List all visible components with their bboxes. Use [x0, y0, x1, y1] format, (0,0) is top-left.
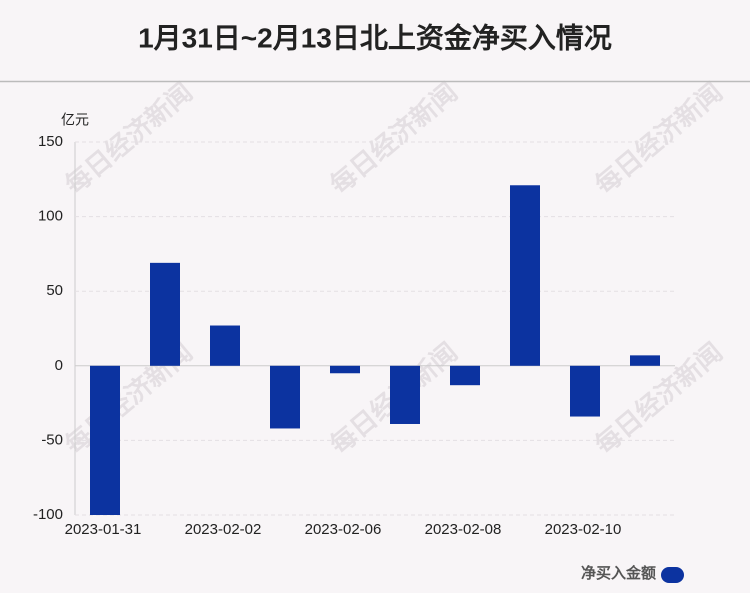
watermark: 每日经济新闻 [59, 77, 198, 200]
bar [390, 365, 420, 424]
bar [90, 365, 120, 515]
y-tick-label: 100 [38, 208, 63, 225]
bar [270, 365, 300, 429]
bar [450, 365, 480, 386]
legend-label: 净买入金额 [581, 564, 656, 582]
x-tick-label: 2023-01-31 [65, 521, 142, 538]
x-tick-label: 2023-02-06 [305, 521, 382, 538]
legend-marker [661, 567, 684, 583]
y-tick-label: -100 [33, 506, 63, 523]
y-tick-label: 50 [46, 282, 63, 299]
bar [510, 185, 540, 366]
x-tick-label: 2023-02-10 [545, 521, 622, 538]
chart-title: 1月31日~2月13日北上资金净买入情况 [138, 21, 612, 53]
watermark: 每日经济新闻 [324, 77, 463, 200]
bar [210, 325, 240, 366]
watermark: 每日经济新闻 [589, 337, 728, 460]
bar [330, 365, 360, 374]
x-tick-label: 2023-02-02 [185, 521, 262, 538]
bar [630, 355, 660, 366]
y-tick-label: 150 [38, 133, 63, 150]
bar [150, 262, 180, 366]
bar [570, 365, 600, 417]
x-tick-label: 2023-02-08 [425, 521, 502, 538]
y-unit: 亿元 [61, 112, 89, 128]
y-tick-label: 0 [55, 357, 63, 374]
watermark: 每日经济新闻 [589, 77, 728, 200]
y-tick-label: -50 [41, 431, 63, 448]
